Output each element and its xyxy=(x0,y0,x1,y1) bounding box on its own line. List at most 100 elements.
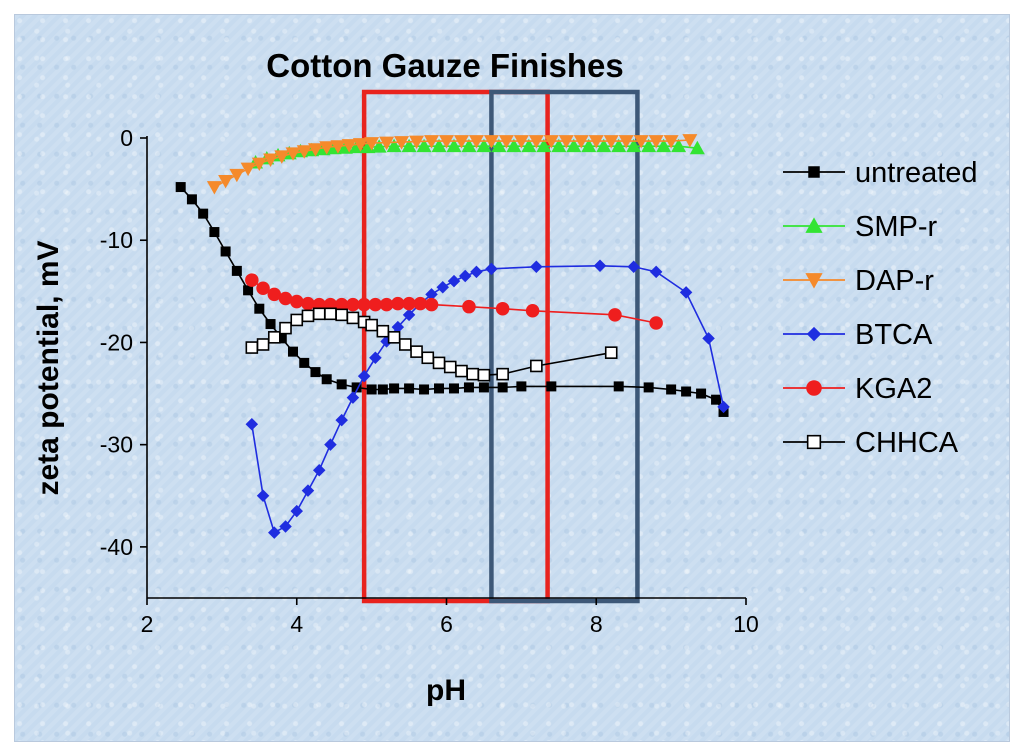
data-point-smp-r xyxy=(416,138,432,153)
data-point-chhca xyxy=(496,367,509,381)
data-point-kga2 xyxy=(245,273,259,287)
data-point-chhca xyxy=(530,359,543,373)
data-point-chhca xyxy=(466,367,480,381)
data-point-dap-r xyxy=(424,135,439,149)
data-point-smp-r xyxy=(491,138,507,153)
series-btca xyxy=(245,259,730,539)
data-point-chhca xyxy=(245,341,259,354)
data-point-untreated xyxy=(175,182,186,193)
x-tick-label: 8 xyxy=(590,611,603,637)
data-point-dap-r xyxy=(528,135,544,149)
data-point-btca xyxy=(268,526,281,539)
data-point-btca xyxy=(346,391,360,404)
data-point-untreated xyxy=(186,194,197,205)
x-tick-label: 10 xyxy=(733,611,759,637)
legend-marker xyxy=(808,166,820,178)
y-tick-label: -40 xyxy=(100,534,133,560)
legend-marker xyxy=(806,326,822,342)
series-chhca xyxy=(245,307,618,382)
data-point-dap-r xyxy=(285,147,301,161)
x-tick-label: 2 xyxy=(141,611,154,637)
data-point-btca xyxy=(402,308,416,322)
data-point-untreated xyxy=(463,382,474,393)
data-point-kga2 xyxy=(256,281,270,296)
data-point-btca xyxy=(627,260,640,274)
data-point-smp-r xyxy=(566,138,582,153)
data-point-dap-r xyxy=(558,135,574,149)
data-point-btca xyxy=(702,332,715,345)
data-point-untreated xyxy=(404,383,415,394)
data-point-btca xyxy=(312,463,326,477)
data-point-btca xyxy=(447,274,461,288)
data-point-btca xyxy=(279,520,292,533)
highlight-boxes xyxy=(361,89,640,604)
series-line-untreated xyxy=(180,186,725,413)
data-point-chhca xyxy=(455,364,468,378)
data-point-smp-r xyxy=(641,138,657,153)
data-point-dap-r xyxy=(682,134,698,148)
x-axis-label: pH xyxy=(426,674,466,707)
y-axis-label: zeta potential, mV xyxy=(32,240,65,495)
data-point-dap-r xyxy=(603,135,619,149)
legend-label: SMP-r xyxy=(855,211,938,243)
data-point-btca xyxy=(256,489,270,503)
data-point-untreated xyxy=(310,367,321,378)
data-point-kga2 xyxy=(357,297,371,312)
y-tick-label: 0 xyxy=(120,125,133,151)
data-point-dap-r xyxy=(573,135,589,149)
data-point-dap-r xyxy=(218,174,234,189)
data-point-dap-r xyxy=(307,143,323,157)
data-point-dap-r xyxy=(409,135,425,150)
legend-item-untreated: untreated xyxy=(783,157,978,189)
data-point-kga2 xyxy=(413,296,428,311)
legend-marker xyxy=(806,380,822,396)
data-point-chhca xyxy=(477,368,491,382)
data-point-untreated xyxy=(497,382,508,393)
data-point-dap-r xyxy=(263,153,279,167)
data-point-untreated xyxy=(448,383,459,394)
data-point-smp-r xyxy=(551,138,567,153)
data-point-dap-r xyxy=(648,135,664,149)
y-tick-label: -30 xyxy=(100,432,133,458)
legend-label: BTCA xyxy=(855,319,933,351)
data-point-btca xyxy=(470,265,483,279)
data-point-kga2 xyxy=(346,297,360,312)
data-point-smp-r xyxy=(461,138,477,153)
y-tick-label: -20 xyxy=(100,329,133,355)
data-point-btca xyxy=(335,413,348,427)
data-point-untreated xyxy=(366,384,377,395)
data-point-dap-r xyxy=(468,135,484,149)
data-point-kga2 xyxy=(391,296,405,311)
data-point-smp-r xyxy=(431,138,447,153)
data-point-btca xyxy=(324,438,337,451)
data-point-smp-r xyxy=(506,138,522,153)
data-point-dap-r xyxy=(588,135,604,149)
data-point-chhca xyxy=(324,307,337,321)
data-point-smp-r xyxy=(611,138,627,153)
data-point-kga2 xyxy=(525,303,540,318)
data-point-dap-r xyxy=(274,150,290,164)
data-point-dap-r xyxy=(454,135,469,149)
data-point-untreated xyxy=(254,303,265,314)
legend-item-btca: BTCA xyxy=(783,319,933,351)
data-point-smp-r xyxy=(446,138,462,153)
data-point-smp-r xyxy=(671,138,687,153)
data-point-dap-r xyxy=(633,135,649,149)
data-point-untreated xyxy=(276,333,287,344)
highlight-box-2 xyxy=(489,89,640,604)
data-point-chhca xyxy=(376,324,390,338)
data-point-kga2 xyxy=(267,287,282,302)
data-point-untreated xyxy=(711,394,722,405)
data-point-chhca xyxy=(604,346,618,359)
data-point-kga2 xyxy=(649,316,663,330)
data-point-chhca xyxy=(346,311,360,325)
data-point-chhca xyxy=(335,308,348,322)
highlight-box-1 xyxy=(361,89,550,604)
data-point-kga2 xyxy=(379,297,394,312)
legend-item-smp-r: SMP-r xyxy=(783,211,938,243)
data-point-dap-r xyxy=(483,135,499,149)
data-point-smp-r xyxy=(596,138,612,153)
series-dap-r xyxy=(206,134,698,195)
data-point-kga2 xyxy=(301,296,315,311)
